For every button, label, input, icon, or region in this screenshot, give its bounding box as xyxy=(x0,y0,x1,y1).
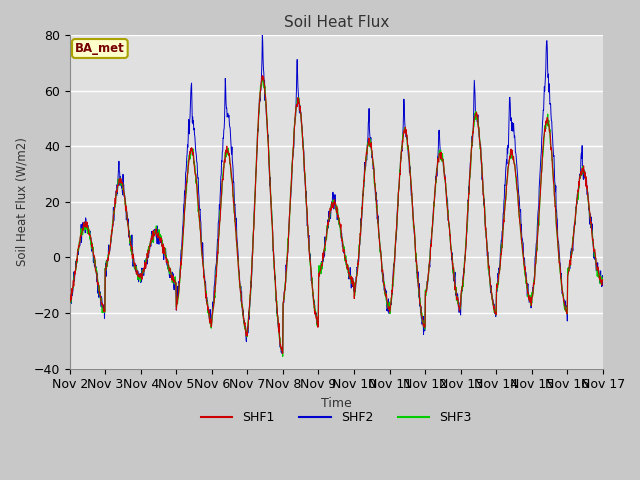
SHF2 xyxy=(259,32,266,37)
SHF3 xyxy=(420,324,428,330)
SHF1 xyxy=(536,192,544,198)
SHF3 xyxy=(260,75,268,81)
SHF2 xyxy=(490,299,497,304)
SHF3 xyxy=(244,321,252,326)
SHF2 xyxy=(599,283,607,288)
SHF3 xyxy=(536,190,544,196)
SHF1 xyxy=(420,323,428,329)
X-axis label: Time: Time xyxy=(321,397,351,410)
Line: SHF3: SHF3 xyxy=(70,78,603,356)
Text: BA_met: BA_met xyxy=(75,42,125,55)
SHF3 xyxy=(184,158,192,164)
SHF1 xyxy=(66,295,74,300)
SHF2 xyxy=(244,330,252,336)
Line: SHF1: SHF1 xyxy=(70,76,603,353)
SHF2 xyxy=(420,332,428,337)
SHF3 xyxy=(172,274,179,280)
SHF2 xyxy=(278,350,286,356)
SHF1 xyxy=(599,278,607,284)
SHF1 xyxy=(259,73,266,79)
SHF3 xyxy=(599,276,607,282)
Legend: SHF1, SHF2, SHF3: SHF1, SHF2, SHF3 xyxy=(196,406,477,429)
SHF1 xyxy=(184,163,192,169)
SHF2 xyxy=(172,280,179,286)
SHF1 xyxy=(490,301,497,307)
SHF1 xyxy=(172,279,179,285)
SHF3 xyxy=(66,294,74,300)
SHF2 xyxy=(66,300,74,306)
SHF2 xyxy=(184,135,192,141)
SHF1 xyxy=(279,350,287,356)
SHF3 xyxy=(490,302,497,308)
Title: Soil Heat Flux: Soil Heat Flux xyxy=(284,15,389,30)
Line: SHF2: SHF2 xyxy=(70,35,603,353)
SHF2 xyxy=(536,167,544,172)
SHF3 xyxy=(279,353,287,359)
Y-axis label: Soil Heat Flux (W/m2): Soil Heat Flux (W/m2) xyxy=(15,137,28,266)
SHF1 xyxy=(244,325,252,331)
